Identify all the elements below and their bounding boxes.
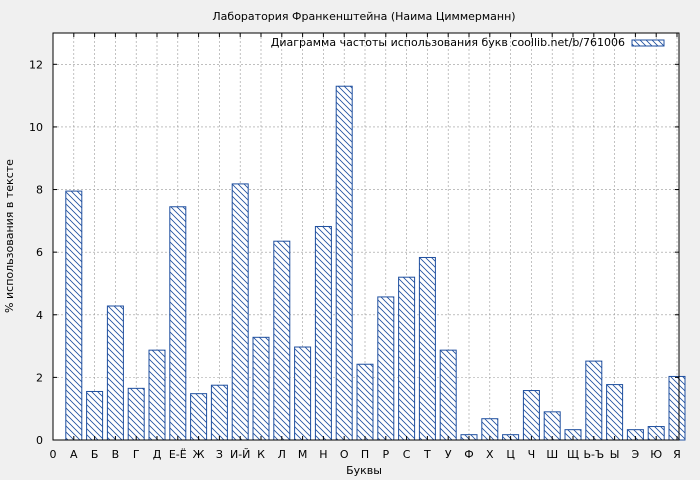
x-tick-label: Э	[632, 448, 640, 461]
x-tick-label: У	[445, 448, 452, 461]
y-tick-label: 6	[36, 246, 43, 259]
bar-9	[231, 183, 249, 441]
x-tick-label: Ч	[528, 448, 536, 461]
x-axis: 0 А Б В Г Д Е-Ё Ж З И-Й К Л М Н О П Р С Т У Ф Х Ц Ч Ш Щ Ь-Ъ Ы Э Ю Я	[50, 33, 681, 461]
x-tick-label: Т	[423, 448, 431, 461]
y-tick-label: 8	[36, 184, 43, 197]
y-tick-label: 4	[36, 309, 43, 322]
x-tick-label: Ы	[610, 448, 620, 461]
bar-27	[606, 384, 624, 441]
x-tick-label: 0	[50, 448, 57, 461]
x-tick-label: А	[70, 448, 78, 461]
bar-2	[86, 390, 104, 441]
y-tick-label: 12	[29, 58, 43, 71]
x-tick-label: Н	[319, 448, 327, 461]
bar-3	[106, 305, 124, 441]
bar-24	[543, 411, 561, 441]
bar-30	[668, 375, 686, 441]
bar-14	[335, 85, 353, 441]
bar-17	[398, 276, 416, 441]
legend-swatch	[631, 39, 665, 47]
bar-16	[377, 296, 395, 441]
bar-26	[585, 360, 603, 441]
bar-1	[65, 190, 83, 441]
x-tick-label: Ф	[464, 448, 473, 461]
bar-8	[210, 384, 228, 441]
bar-10	[252, 336, 270, 441]
y-tick-label: 0	[36, 434, 43, 447]
x-tick-label: И-Й	[230, 448, 250, 461]
x-tick-label: Х	[486, 448, 494, 461]
x-tick-label: Л	[278, 448, 286, 461]
x-tick-label: Б	[91, 448, 99, 461]
x-tick-label: В	[112, 448, 120, 461]
x-tick-label: Е-Ё	[169, 448, 187, 461]
bar-13	[314, 225, 332, 441]
bar-23	[522, 390, 540, 441]
bar-4	[127, 387, 145, 441]
bar-5	[148, 349, 166, 441]
x-axis-label: Буквы	[346, 464, 382, 477]
x-tick-label: З	[216, 448, 223, 461]
plot-frame	[52, 32, 680, 441]
bar-7	[190, 393, 208, 441]
bar-11	[273, 240, 291, 441]
bars	[65, 85, 686, 441]
bar-15	[356, 363, 374, 441]
x-tick-label: Ю	[650, 448, 662, 461]
x-tick-label: К	[257, 448, 265, 461]
x-tick-label: П	[361, 448, 369, 461]
x-tick-label: Я	[673, 448, 681, 461]
y-axis-label: % использования в тексте	[3, 159, 16, 313]
legend-label: Диаграмма частоты использования букв coo…	[271, 36, 625, 49]
x-tick-label: Р	[382, 448, 389, 461]
x-tick-label: Ш	[546, 448, 558, 461]
x-tick-label: Ц	[506, 448, 515, 461]
bar-6	[169, 206, 187, 441]
bar-19	[439, 349, 457, 441]
x-tick-label: О	[340, 448, 349, 461]
bar-18	[418, 256, 436, 441]
bar-12	[294, 346, 312, 441]
y-tick-label: 10	[29, 121, 43, 134]
chart-title: Лаборатория Франкенштейна (Наима Циммерм…	[212, 10, 515, 23]
x-tick-label: М	[298, 448, 308, 461]
legend: Диаграмма частоты использования букв coo…	[271, 36, 665, 49]
x-tick-label: С	[403, 448, 411, 461]
x-tick-label: Ж	[193, 448, 205, 461]
x-tick-label: Г	[133, 448, 140, 461]
x-tick-label: Ь-Ъ	[583, 448, 604, 461]
x-tick-label: Щ	[567, 448, 579, 461]
y-axis: 0 2 4 6 8 10 12	[29, 58, 679, 447]
x-tick-label: Д	[153, 448, 162, 461]
y-tick-label: 2	[36, 371, 43, 384]
